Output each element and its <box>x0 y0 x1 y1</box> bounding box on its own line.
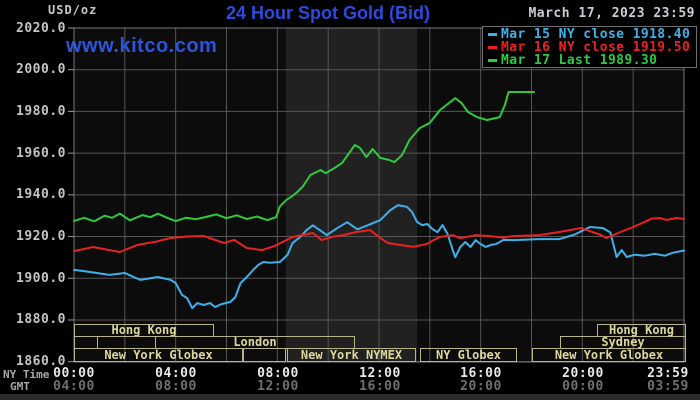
legend: Mar 15 NY close 1918.40 Mar 16 NY close 1… <box>482 26 697 68</box>
kitco-watermark-link[interactable]: www.kitco.com <box>66 35 218 57</box>
series-line-mar-15 <box>73 204 685 310</box>
x-axis-label-gmt: 04:00 <box>53 378 95 394</box>
x-axis-label-gmt: 12:00 <box>257 378 299 394</box>
series-line-mar-16 <box>73 217 685 253</box>
series-line-mar-17 <box>73 91 535 223</box>
legend-label: Mar 17 Last 1989.30 <box>501 53 658 68</box>
session-box-new-york-globex: New York Globex <box>532 348 686 362</box>
legend-dash-icon <box>488 33 497 36</box>
y-axis-label: 1960.0 <box>16 145 66 161</box>
x-axis-label-gmt: 16:00 <box>359 378 401 394</box>
session-box-new-york-globex: New York Globex <box>74 348 243 362</box>
legend-item: Mar 17 Last 1989.30 <box>483 54 696 67</box>
x-axis-label-gmt: 00:00 <box>562 378 604 394</box>
y-axis-label: 1880.0 <box>16 312 66 328</box>
chart-title: 24 Hour Spot Gold (Bid) <box>226 3 430 23</box>
session-box-unlabeled <box>243 348 286 362</box>
x-axis-label-ny: 04:00 <box>155 366 197 381</box>
ny-time-axis-label: NY Time <box>3 368 50 381</box>
units-label: USD/oz <box>48 3 98 17</box>
session-box-sydney: Sydney <box>560 336 686 349</box>
x-axis-label-ny: 00:00 <box>53 366 95 381</box>
x-axis-label-ny: 16:00 <box>460 366 502 381</box>
x-axis-label-gmt: 20:00 <box>460 378 502 394</box>
session-box-ny-globex: NY Globex <box>420 348 517 362</box>
x-axis-label-ny: 12:00 <box>359 366 401 381</box>
legend-dash-icon <box>488 46 497 49</box>
datetime-label: March 17, 2023 23:59 <box>528 6 695 21</box>
session-box-hong-kong: Hong Kong <box>74 324 214 337</box>
y-axis-label: 1920.0 <box>16 229 66 245</box>
session-box-hong-kong: Hong Kong <box>597 324 686 337</box>
y-axis-label: 1860.0 <box>16 354 66 370</box>
x-axis-label-gmt: 08:00 <box>155 378 197 394</box>
legend-label: Mar 15 NY close 1918.40 <box>501 27 691 42</box>
session-box-new-york-nymex: New York NYMEX <box>287 348 416 362</box>
y-axis-label: 2020.0 <box>16 20 66 36</box>
y-axis-label: 2000.0 <box>16 62 66 78</box>
y-axis-label: 1980.0 <box>16 103 66 119</box>
y-axis-label: 1940.0 <box>16 187 66 203</box>
x-axis-label-ny: 08:00 <box>257 366 299 381</box>
legend-label: Mar 16 NY close 1919.50 <box>501 40 691 55</box>
x-axis-label-ny: 20:00 <box>562 366 604 381</box>
legend-dash-icon <box>488 59 497 62</box>
y-axis-label: 1900.0 <box>16 270 66 286</box>
x-axis-label-ny: 23:59 <box>647 366 689 381</box>
x-axis-label-gmt: 03:59 <box>647 378 689 394</box>
legend-item: Mar 16 NY close 1919.50 <box>483 41 696 54</box>
bottom-bar <box>0 394 700 400</box>
legend-item: Mar 15 NY close 1918.40 <box>483 28 696 41</box>
gmt-axis-label: GMT <box>10 380 30 393</box>
